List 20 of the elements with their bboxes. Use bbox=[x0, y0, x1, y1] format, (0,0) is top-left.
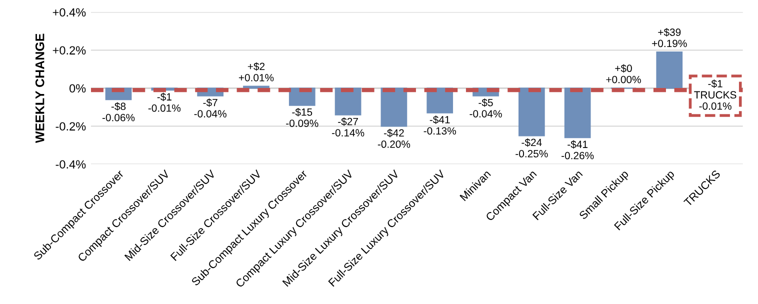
data-label: -$1 -0.01% bbox=[148, 92, 181, 112]
data-label: -$15 -0.09% bbox=[286, 108, 318, 127]
data-label: +$2 +0.01% bbox=[238, 62, 274, 82]
data-label: -$5 -0.04% bbox=[470, 98, 502, 118]
data-label: +$39 +0.19% bbox=[652, 28, 687, 48]
data-label: -$41 -0.13% bbox=[424, 116, 456, 135]
data-label: -$8 -0.06% bbox=[102, 102, 135, 122]
y-tick-label: -0.2% bbox=[56, 122, 86, 131]
y-axis-title: WEEKLY CHANGE bbox=[35, 34, 44, 144]
data-label: +$0 +0.00% bbox=[606, 64, 641, 84]
y-tick-label: +0.2% bbox=[52, 46, 86, 55]
data-label: -$41 -0.26% bbox=[562, 140, 594, 160]
data-label: -$7 -0.04% bbox=[194, 98, 226, 118]
y-tick-label: +0.4% bbox=[52, 8, 86, 17]
ref-line-label: -$1 TRUCKS -0.01% bbox=[694, 80, 736, 110]
y-tick-label: -0.4% bbox=[56, 160, 86, 169]
y-tick-label: 0% bbox=[69, 84, 86, 93]
data-label: -$27 -0.14% bbox=[332, 117, 364, 136]
data-label: -$24 -0.25% bbox=[516, 138, 548, 158]
data-label: -$42 -0.20% bbox=[378, 128, 410, 148]
